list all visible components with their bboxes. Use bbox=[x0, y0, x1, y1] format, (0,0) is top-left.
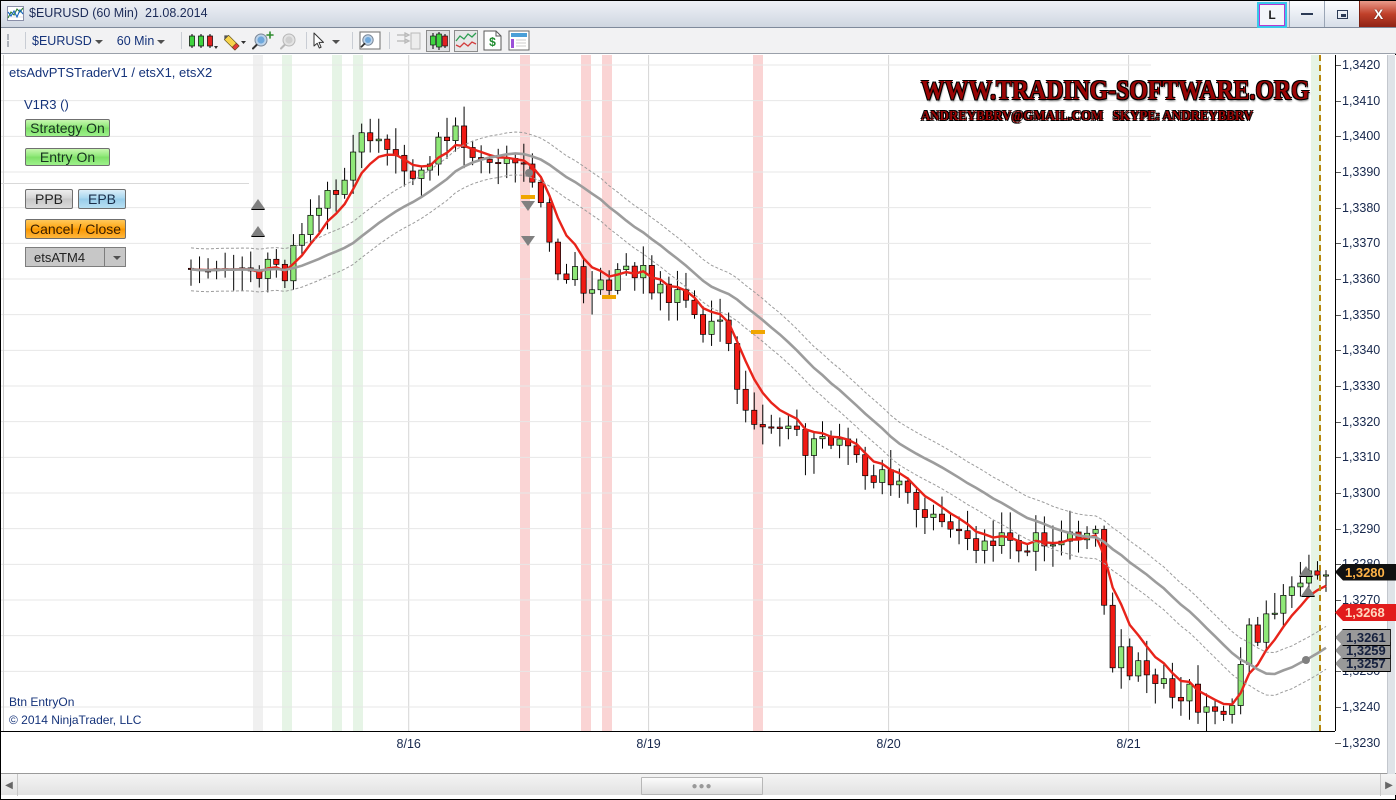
svg-text:$: $ bbox=[489, 35, 496, 49]
